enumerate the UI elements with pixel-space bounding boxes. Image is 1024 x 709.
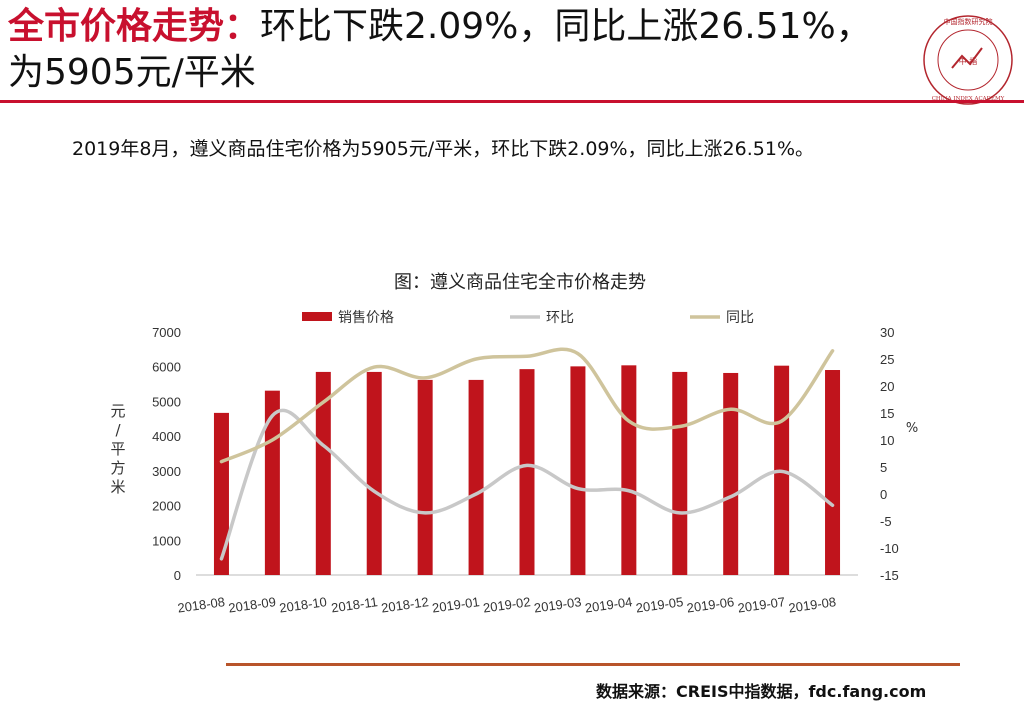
x-tick-label: 2018-12 [380,594,429,615]
legend-label-yoy: 同比 [726,310,754,326]
right-tick-label: -5 [880,514,892,529]
y-axis-label-char: / [115,421,121,439]
price-trend-chart: 0 1000 2000 3000 4000 5000 6000 7000 -15 -10 -5 0 5 1… [110,310,918,616]
y-axis-label-char: 方 [110,459,125,477]
legend-label-price: 销售价格 [338,310,394,326]
x-tick-label: 2018-11 [330,594,378,615]
svg-text:CHINA INDEX ACADEMY: CHINA INDEX ACADEMY [932,96,1005,102]
x-tick-label: 2018-08 [177,594,226,615]
x-tick-label: 2019-07 [737,594,786,615]
bar [366,371,382,575]
bar [723,372,739,575]
title-rest: 环比下跌2.09%，同比上涨26.51%，为5905元/平米 [8,6,872,93]
left-tick-label: 5000 [152,394,181,409]
x-tick-label: 2019-06 [686,594,735,615]
right-tick-label: 30 [880,325,894,340]
x-tick-label: 2019-04 [584,594,633,615]
x-tick-label: 2019-08 [788,594,837,615]
y-axis-label-char: 元 [110,402,125,420]
left-tick-label: 0 [174,568,181,583]
legend-label-mom: 环比 [546,310,574,326]
right-tick-label: 25 [880,352,894,367]
bar [621,365,637,575]
bar [213,412,229,575]
bar [825,370,841,575]
chart-title: 图：遵义商品住宅全市价格走势 [394,272,646,293]
left-tick-label: 6000 [152,360,181,375]
right-tick-label: -15 [880,568,899,583]
right-tick-label: 20 [880,379,894,394]
left-tick-label: 3000 [152,464,181,479]
bar [519,369,535,575]
left-tick-label: 1000 [152,533,181,548]
page-title: 全市价格走势：环比下跌2.09%，同比上涨26.51%，为5905元/平米 [8,4,888,96]
y-axis-label-char: 平 [110,440,125,458]
svg-text:中 指: 中 指 [959,56,978,66]
y-axis-right-label: % [906,421,918,436]
left-tick-label: 4000 [152,429,181,444]
left-tick-label: 2000 [152,499,181,514]
footer-divider [226,663,960,666]
right-tick-label: 5 [880,460,887,475]
left-tick-label: 7000 [152,325,181,340]
x-tick-label: 2019-03 [533,594,582,615]
right-tick-label: 15 [880,406,894,421]
right-tick-label: -10 [880,541,899,556]
x-tick-label: 2018-10 [278,594,327,615]
bar [417,379,433,575]
y-axis-label-char: 米 [110,478,125,496]
header-divider [0,100,1024,103]
china-index-academy-logo: 中国指数研究院 中 指 CHINA INDEX ACADEMY [923,15,1013,105]
bar [468,379,484,575]
x-tick-label: 2019-01 [431,594,480,615]
bar [672,371,688,575]
right-tick-label: 0 [880,487,887,502]
data-source: 数据来源：CREIS中指数据，fdc.fang.com [596,682,927,701]
yoy-series-line [219,347,835,464]
right-tick-label: 10 [880,433,894,448]
legend-swatch-price [302,312,332,321]
bar [315,371,331,575]
summary-text: 2019年8月，遵义商品住宅价格为5905元/平米，环比下跌2.09%，同比上涨… [72,138,815,160]
title-highlight: 全市价格走势： [8,6,261,47]
svg-text:中国指数研究院: 中国指数研究院 [944,17,993,26]
x-tick-label: 2019-02 [482,594,531,615]
x-tick-label: 2019-05 [635,594,684,615]
bar [570,366,586,575]
x-tick-label: 2018-09 [227,594,276,615]
